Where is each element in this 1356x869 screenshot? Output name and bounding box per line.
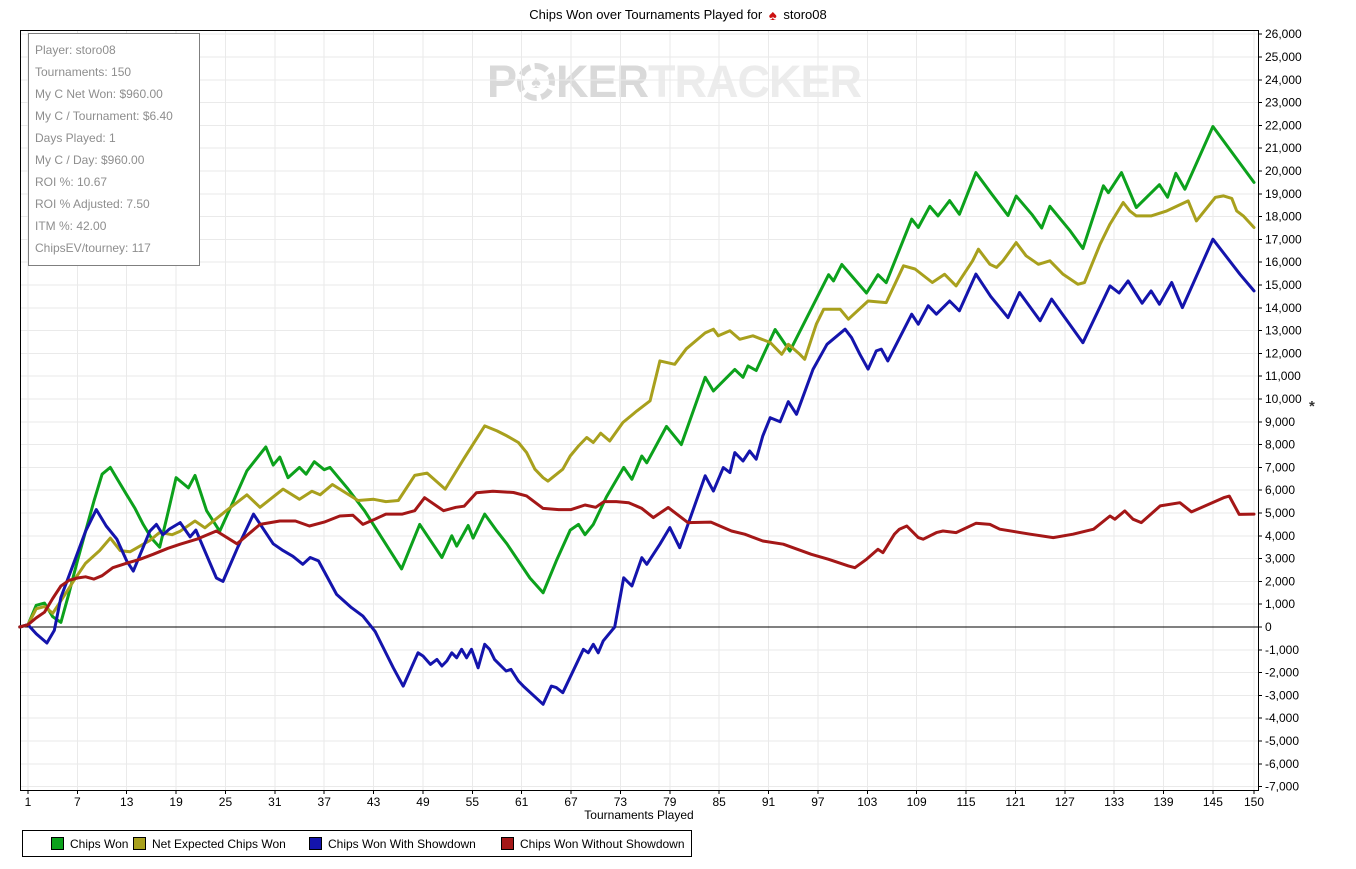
x-tick-label: 139 xyxy=(1153,795,1173,809)
y-tick-label: -6,000 xyxy=(1265,757,1299,771)
y-tick-label: 6,000 xyxy=(1265,483,1295,497)
y-tick-label: -7,000 xyxy=(1265,780,1299,794)
legend-item-chips-won-with-showdown: Chips Won With Showdown xyxy=(309,831,476,856)
y-tick-label: -4,000 xyxy=(1265,711,1299,725)
y-tick-label: 2,000 xyxy=(1265,574,1295,588)
x-tick-label: 49 xyxy=(416,795,430,809)
stat-player: Player: storo08 xyxy=(35,43,116,57)
chart-legend: Chips Won Net Expected Chips Won Chips W… xyxy=(22,830,692,857)
stat-days-played: Days Played: 1 xyxy=(35,131,116,145)
x-tick-label: 31 xyxy=(268,795,282,809)
x-tick-label: 19 xyxy=(169,795,183,809)
legend-swatch-chips-won-without-showdown xyxy=(501,837,514,850)
x-tick-label: 121 xyxy=(1005,795,1025,809)
x-tick-label: 13 xyxy=(120,795,134,809)
x-tick-label: 1 xyxy=(25,795,32,809)
y-tick-label: 18,000 xyxy=(1265,210,1302,224)
x-tick-label: 97 xyxy=(811,795,825,809)
y-tick-label: 7,000 xyxy=(1265,460,1295,474)
y-tick-label: 19,000 xyxy=(1265,187,1302,201)
x-axis-title: Tournaments Played xyxy=(584,808,694,822)
x-tick-label: 109 xyxy=(907,795,927,809)
poker-chip-icon: ♠ xyxy=(517,63,556,101)
plot-border xyxy=(20,30,1259,791)
y-tick-label: 11,000 xyxy=(1265,369,1301,383)
stat-chipsev: ChipsEV/tourney: 117 xyxy=(35,241,151,255)
chart-title: Chips Won over Tournaments Played for ♠ ★… xyxy=(0,6,1356,24)
x-tick-label: 7 xyxy=(74,795,81,809)
y-tick-label: 0 xyxy=(1265,620,1272,634)
y-tick-label: 1,000 xyxy=(1265,597,1295,611)
y-tick-label: 23,000 xyxy=(1265,96,1302,110)
series-line-net-expected-chips-won xyxy=(18,194,1256,629)
legend-swatch-chips-won xyxy=(51,837,64,850)
series-line-chips-won-with-showdown xyxy=(18,237,1256,706)
pokertracker-watermark: P ♠ KER TRACKER xyxy=(487,56,862,107)
x-tick-label: 25 xyxy=(219,795,233,809)
stat-itm: ITM %: 42.00 xyxy=(35,219,107,233)
stat-roi: ROI %: 10.67 xyxy=(35,175,108,189)
y-tick-label: 26,000 xyxy=(1265,27,1302,41)
x-tick-label: 127 xyxy=(1055,795,1075,809)
x-tick-label: 85 xyxy=(712,795,726,809)
x-tick-label: 133 xyxy=(1104,795,1124,809)
x-tick-label: 73 xyxy=(614,795,628,809)
y-tick-label: 3,000 xyxy=(1265,552,1295,566)
stat-net-won: My C Net Won: $960.00 xyxy=(35,87,163,101)
legend-item-chips-won-without-showdown: Chips Won Without Showdown xyxy=(501,831,685,856)
y-tick-label: 10,000 xyxy=(1265,392,1302,406)
chart-title-text: Chips Won over Tournaments Played for xyxy=(529,7,763,22)
legend-item-chips-won: Chips Won xyxy=(51,831,128,856)
x-tick-label: 115 xyxy=(956,795,975,809)
x-tick-label: 61 xyxy=(515,795,529,809)
chart-title-player: storo08 xyxy=(783,7,827,22)
y-tick-label: -5,000 xyxy=(1265,734,1299,748)
stat-per-tournament: My C / Tournament: $6.40 xyxy=(35,109,173,123)
y-tick-label: 12,000 xyxy=(1265,346,1302,360)
y-tick-label: -3,000 xyxy=(1265,688,1299,702)
legend-swatch-chips-won-with-showdown xyxy=(309,837,322,850)
y-tick-label: 5,000 xyxy=(1265,506,1295,520)
y-tick-label: 21,000 xyxy=(1265,141,1302,155)
legend-swatch-net-expected-chips-won xyxy=(133,837,146,850)
y-tick-label: 13,000 xyxy=(1265,324,1302,338)
y-tick-label: 4,000 xyxy=(1265,529,1295,543)
x-tick-label: 67 xyxy=(564,795,578,809)
series-line-chips-won xyxy=(18,125,1256,629)
y-tick-label: -2,000 xyxy=(1265,666,1299,680)
y-tick-label: 25,000 xyxy=(1265,50,1302,64)
y-tick-label: 15,000 xyxy=(1265,278,1302,292)
y-tick-label: 14,000 xyxy=(1265,301,1302,315)
y-tick-label: 17,000 xyxy=(1265,232,1302,246)
asterisk-annotation: * xyxy=(1309,398,1315,415)
x-tick-label: 103 xyxy=(857,795,877,809)
player-stats-box: Player: storo08 Tournaments: 150 My C Ne… xyxy=(28,33,200,266)
x-tick-label: 79 xyxy=(663,795,677,809)
pokerstars-spade-icon: ♠ ★ xyxy=(768,7,777,24)
x-tick-label: 43 xyxy=(367,795,381,809)
y-tick-label: 24,000 xyxy=(1265,73,1302,87)
x-tick-label: 37 xyxy=(318,795,332,809)
y-tick-label: 9,000 xyxy=(1265,415,1295,429)
y-tick-label: -1,000 xyxy=(1265,643,1299,657)
stat-tournaments: Tournaments: 150 xyxy=(35,65,132,79)
y-tick-label: 8,000 xyxy=(1265,438,1295,452)
y-tick-label: 22,000 xyxy=(1265,118,1302,132)
series-line-chips-won-without-showdown xyxy=(18,489,1256,629)
stat-roi-adjusted: ROI % Adjusted: 7.50 xyxy=(35,197,150,211)
x-tick-label: 145 xyxy=(1203,795,1223,809)
x-tick-label: 91 xyxy=(762,795,776,809)
stat-per-day: My C / Day: $960.00 xyxy=(35,153,145,167)
x-tick-label: 150 xyxy=(1244,795,1264,809)
legend-item-net-expected-chips-won: Net Expected Chips Won xyxy=(133,831,286,856)
x-tick-label: 55 xyxy=(466,795,480,809)
y-tick-label: 16,000 xyxy=(1265,255,1302,269)
y-tick-label: 20,000 xyxy=(1265,164,1302,178)
